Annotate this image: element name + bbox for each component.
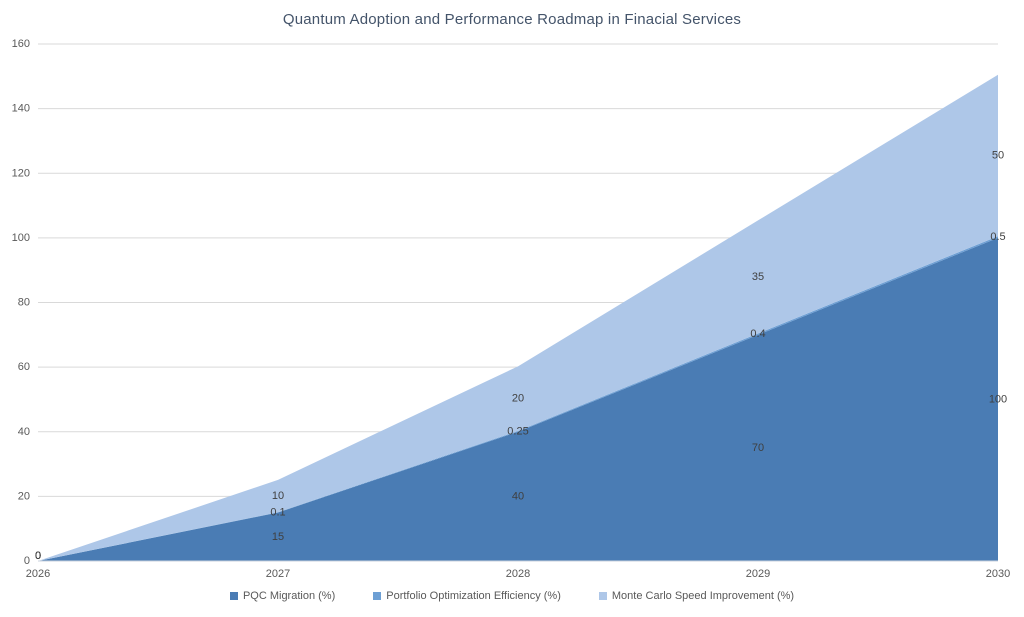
data-label-monte-carlo-speed-improvement: 0 [35, 550, 41, 562]
legend-label: Portfolio Optimization Efficiency (%) [386, 590, 561, 602]
y-tick-label: 40 [18, 426, 30, 438]
x-tick-label: 2027 [266, 568, 290, 580]
legend-swatch-icon [373, 592, 382, 600]
data-label-pqc-migration: 40 [512, 490, 524, 502]
data-label-monte-carlo-speed-improvement: 50 [992, 149, 1004, 161]
data-label-monte-carlo-speed-improvement: 20 [512, 393, 524, 405]
data-label-pqc-migration: 70 [752, 442, 764, 454]
y-tick-label: 100 [12, 232, 30, 244]
legend-swatch-icon [229, 592, 238, 600]
x-tick-label: 2026 [26, 568, 50, 580]
legend: PQC Migration (%) Portfolio Optimization … [0, 590, 1024, 602]
legend-item-monte-carlo-speed-improvement[interactable]: Monte Carlo Speed Improvement (%) [598, 590, 795, 602]
data-label-portfolio-optimization-efficiency: 0.25 [507, 425, 528, 437]
data-label-pqc-migration: 100 [989, 393, 1007, 405]
legend-item-portfolio-optimization-efficiency[interactable]: Portfolio Optimization Efficiency (%) [373, 590, 561, 602]
y-tick-label: 60 [18, 361, 30, 373]
x-tick-label: 2030 [986, 568, 1010, 580]
data-label-portfolio-optimization-efficiency: 0 [35, 550, 41, 562]
y-tick-label: 120 [12, 167, 30, 179]
legend-label: PQC Migration (%) [242, 590, 336, 602]
x-tick-label: 2029 [746, 568, 770, 580]
data-label-portfolio-optimization-efficiency: 0.4 [750, 328, 765, 340]
y-tick-label: 140 [12, 103, 30, 115]
data-label-pqc-migration: 15 [272, 531, 284, 543]
y-tick-label: 80 [18, 297, 30, 309]
data-label-portfolio-optimization-efficiency: 0.1 [270, 506, 285, 518]
chart-title: Quantum Adoption and Performance Roadmap… [282, 11, 742, 28]
area-pqc-migration[interactable] [38, 237, 998, 561]
x-tick-label: 2028 [506, 568, 530, 580]
y-tick-label: 0 [24, 555, 30, 567]
data-label-monte-carlo-speed-improvement: 10 [272, 490, 284, 502]
y-tick-label: 20 [18, 490, 30, 502]
data-label-pqc-migration: 0 [35, 550, 41, 562]
legend-label: Monte Carlo Speed Improvement (%) [611, 590, 795, 602]
legend-item-pqc-migration[interactable]: PQC Migration (%) [229, 590, 336, 602]
legend-swatch-icon [598, 592, 607, 600]
y-tick-label: 160 [12, 38, 30, 50]
data-label-portfolio-optimization-efficiency: 0.5 [990, 231, 1005, 243]
data-label-monte-carlo-speed-improvement: 35 [752, 271, 764, 283]
